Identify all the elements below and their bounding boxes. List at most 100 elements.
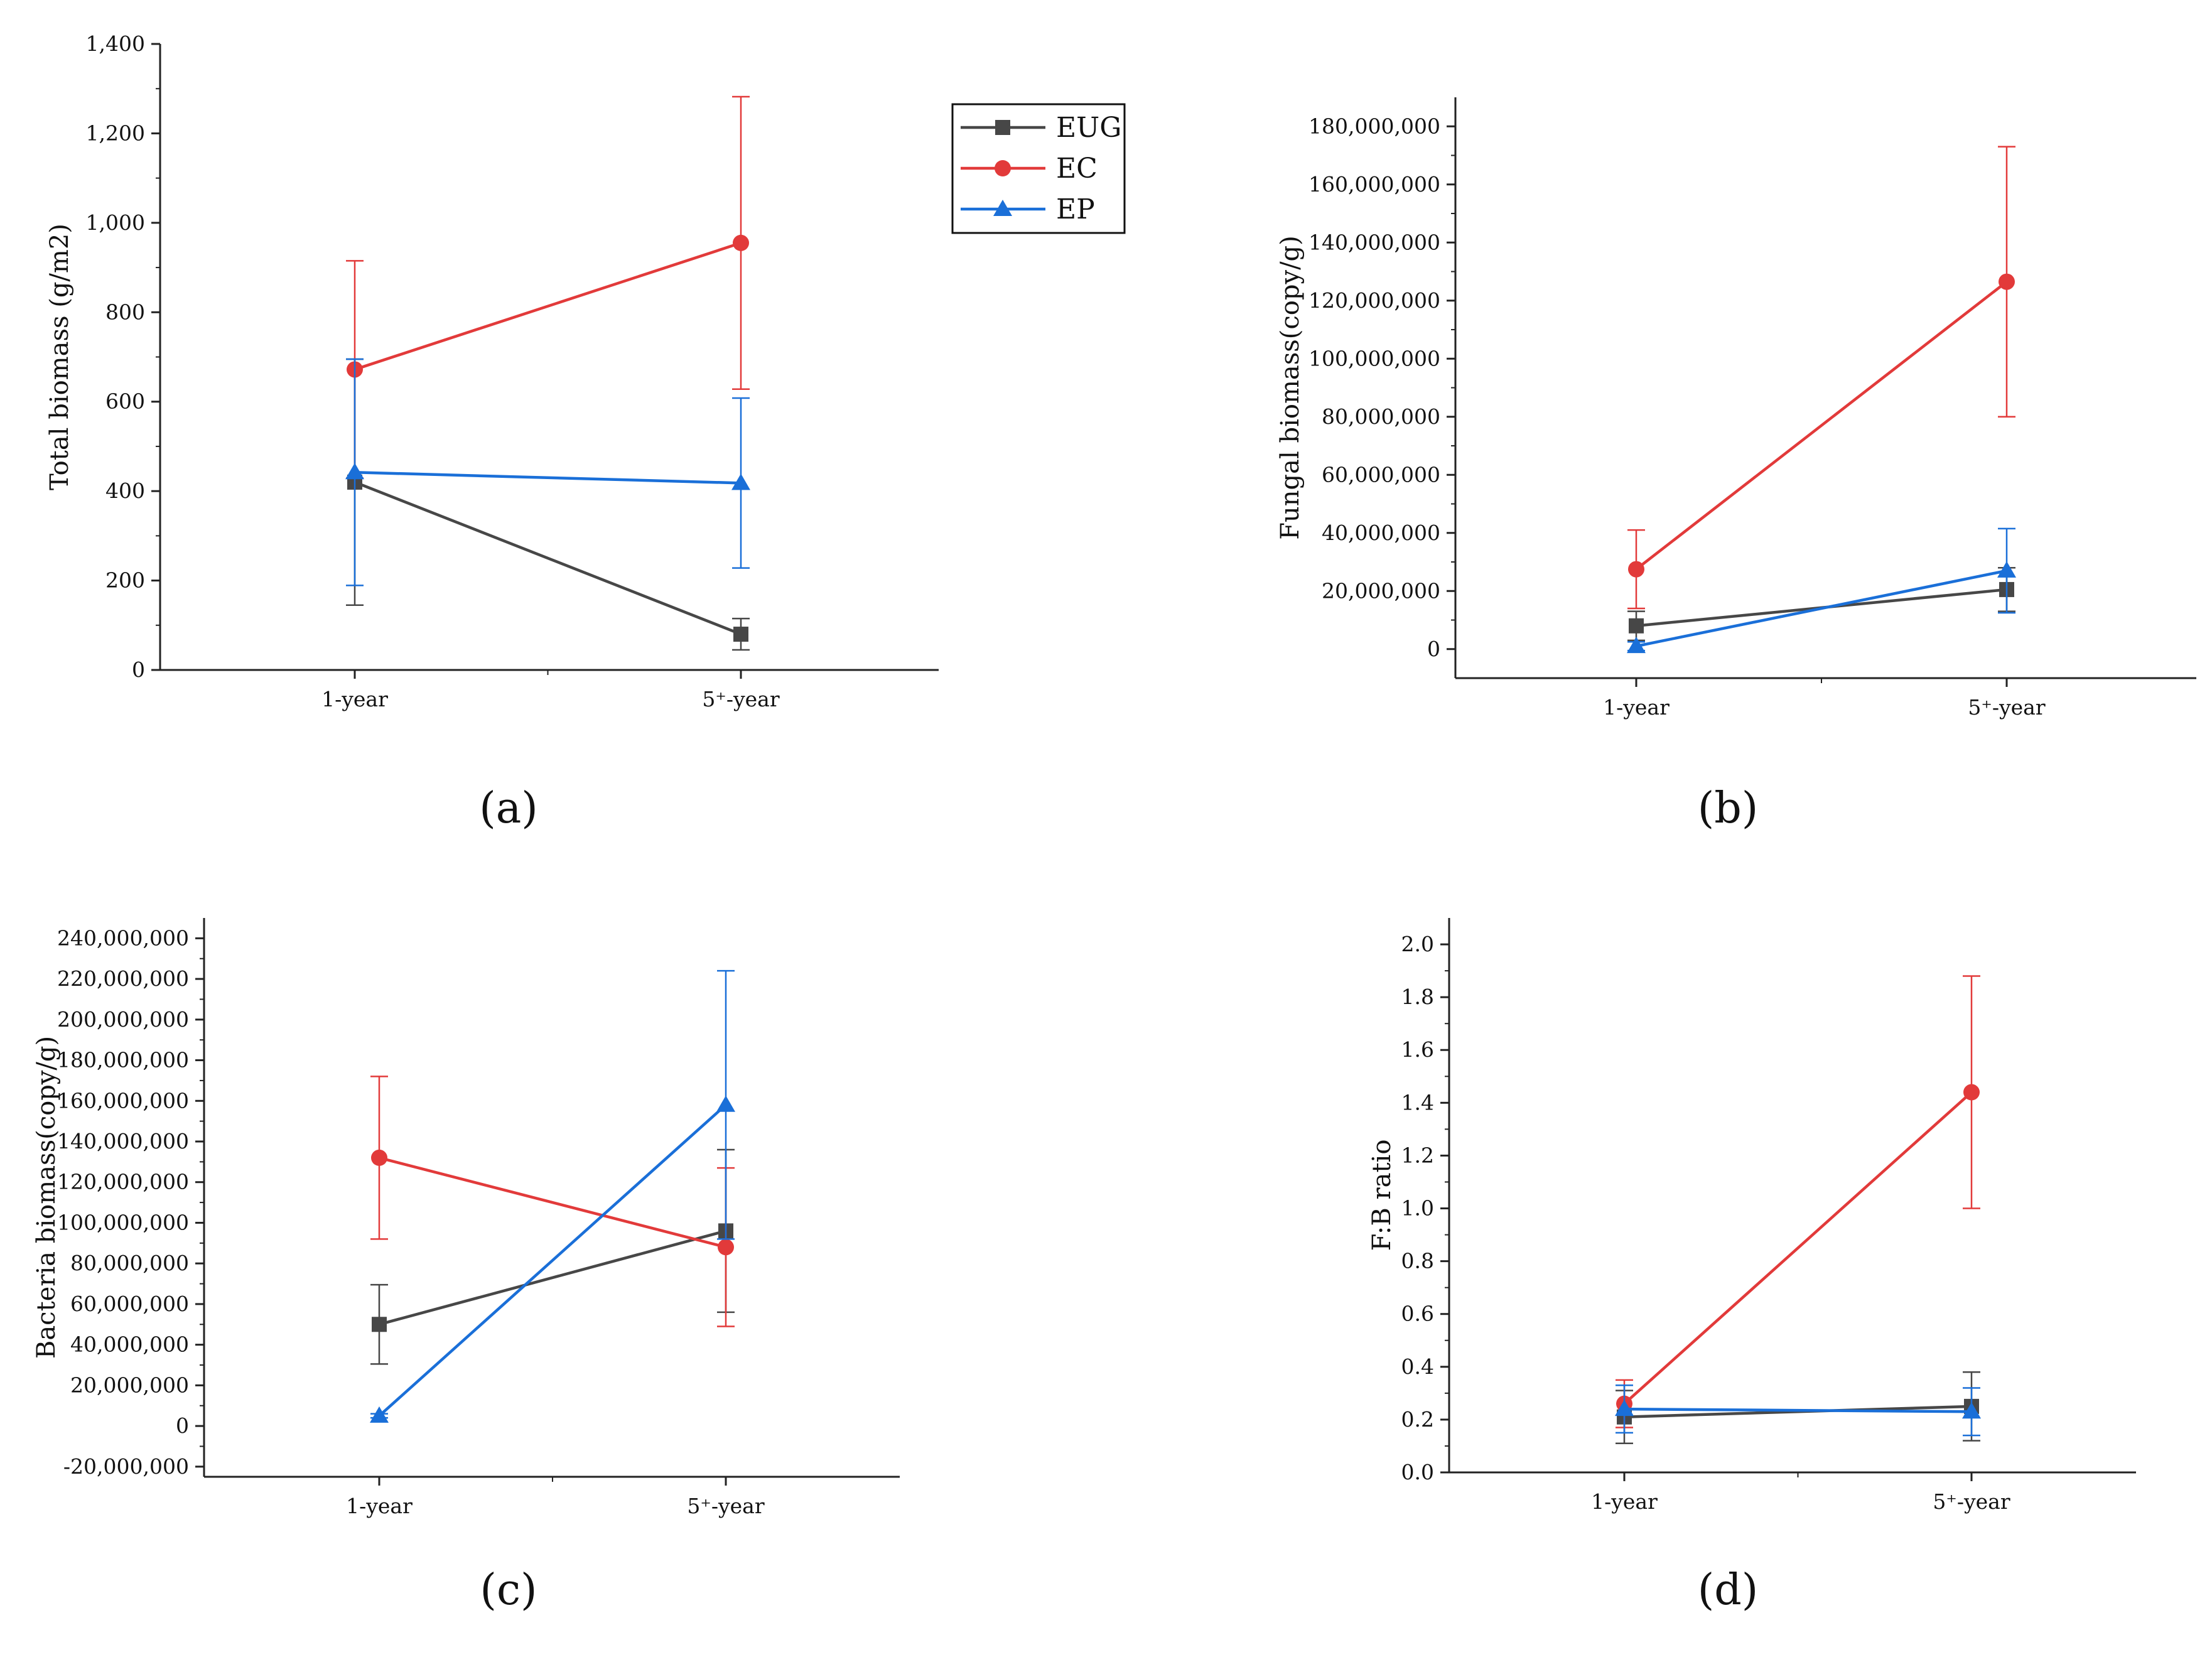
- series-line: [354, 470, 742, 485]
- y-tick-label: 120,000,000: [1308, 288, 1440, 313]
- y-tick-label: 160,000,000: [57, 1088, 189, 1113]
- series-EC: [1616, 975, 1980, 1428]
- series-line: [1635, 280, 2008, 571]
- data-point-EP: [731, 473, 750, 490]
- panel-label: (a): [479, 784, 538, 833]
- x-tick-label: 1-year: [1591, 1489, 1658, 1514]
- data-point-EP: [345, 463, 364, 480]
- y-tick-label: 140,000,000: [1308, 230, 1440, 254]
- y-tick-label: 240,000,000: [57, 926, 189, 950]
- y-tick-label: 0: [176, 1413, 189, 1438]
- legend-marker: [995, 120, 1010, 135]
- x-tick-label: 1-year: [321, 687, 388, 711]
- y-tick-label: 1,000: [86, 210, 145, 235]
- y-tick-label: 180,000,000: [57, 1048, 189, 1072]
- y-tick-label: 160,000,000: [1308, 172, 1440, 197]
- data-point-EC: [733, 234, 749, 251]
- x-tick-label: 5⁺-year: [702, 687, 779, 711]
- y-tick-label: 0.4: [1401, 1354, 1434, 1379]
- y-tick-label: 2.0: [1401, 932, 1434, 956]
- x-tick-label: 5⁺-year: [1933, 1489, 2010, 1514]
- data-point-EC: [1963, 1084, 1980, 1101]
- data-point-EP: [716, 1095, 735, 1112]
- panel-label: (d): [1698, 1565, 1759, 1615]
- y-tick-label: 0.0: [1401, 1460, 1434, 1484]
- y-tick-label: 40,000,000: [70, 1332, 189, 1357]
- data-point-EUG: [733, 627, 748, 642]
- y-tick-label: 200: [105, 568, 145, 593]
- data-point-EP: [1962, 1402, 1981, 1419]
- y-tick-label: 80,000,000: [70, 1251, 189, 1275]
- data-point-EP: [370, 1406, 389, 1423]
- series-EUG: [346, 358, 750, 651]
- x-tick-label: 1-year: [346, 1494, 413, 1518]
- series-EUG: [1627, 567, 2015, 642]
- series-line: [1623, 1091, 1973, 1405]
- chart-panel-4: 0.0 0.2 0.4 0.6 0.8 1.0 1.2 1.4 1.6 1.8 2.0 1-year 5…: [1368, 918, 2136, 1615]
- series-line: [1636, 569, 2007, 648]
- series-EC: [370, 1076, 735, 1327]
- y-tick-label: 60,000,000: [70, 1292, 189, 1316]
- data-point-EP: [1615, 1400, 1634, 1417]
- y-tick-label: 1,200: [86, 121, 145, 145]
- y-tick-label: 220,000,000: [57, 966, 189, 991]
- y-tick-label: 0: [1427, 637, 1440, 661]
- series-EP: [1615, 1384, 1981, 1437]
- y-tick-label: 0.8: [1401, 1249, 1434, 1273]
- y-tick-label: 1.4: [1401, 1090, 1434, 1115]
- y-tick-label: 180,000,000: [1308, 114, 1440, 138]
- chart-panel-2: 0 20,000,000 40,000,000 60,000,000 80,000,00…: [1276, 97, 2196, 833]
- y-tick-label: -20,000,000: [63, 1454, 189, 1479]
- series-EC: [1627, 146, 2015, 610]
- panel-label: (c): [480, 1565, 537, 1615]
- y-tick-label: 100,000,000: [1308, 346, 1440, 370]
- legend-item-EUG: EUG: [961, 112, 1121, 144]
- series-EP: [345, 358, 750, 586]
- panel-label: (b): [1698, 784, 1759, 833]
- y-tick-label: 20,000,000: [70, 1373, 189, 1397]
- data-point-EC: [371, 1149, 387, 1166]
- y-tick-label: 0.2: [1401, 1407, 1434, 1432]
- y-axis-title: Total biomass (g/m2): [45, 224, 74, 490]
- y-tick-label: 400: [105, 478, 145, 503]
- y-tick-label: 40,000,000: [1322, 521, 1440, 545]
- y-axis-title: Fungal biomass(copy/g): [1276, 235, 1305, 540]
- series-line: [379, 1229, 726, 1326]
- series-line: [354, 241, 742, 371]
- y-tick-label: 1,400: [86, 31, 145, 56]
- y-tick-label: 1.8: [1401, 985, 1434, 1009]
- series-EP: [1627, 527, 2016, 654]
- data-point-EUG: [1629, 618, 1644, 634]
- y-tick-label: 1.2: [1401, 1143, 1434, 1167]
- y-tick-label: 140,000,000: [57, 1129, 189, 1153]
- series-EUG: [370, 1148, 735, 1365]
- y-tick-label: 200,000,000: [57, 1007, 189, 1032]
- series-line: [1624, 1407, 1972, 1413]
- x-tick-label: 1-year: [1603, 695, 1670, 720]
- data-point-EP: [1997, 561, 2016, 578]
- y-axis-title: Bacteria biomass(copy/g): [32, 1036, 61, 1359]
- y-tick-label: 1.0: [1401, 1196, 1434, 1221]
- y-tick-label: 80,000,000: [1322, 404, 1440, 429]
- series-EC: [346, 95, 750, 479]
- series-line: [378, 1104, 727, 1417]
- y-tick-label: 100,000,000: [57, 1210, 189, 1234]
- y-tick-label: 800: [105, 300, 145, 324]
- series-line: [379, 1156, 726, 1249]
- chart-panel-1: 0 200 400 600 800 1,000 1,200 1,400 1-year 5⁺-yea…: [45, 31, 939, 833]
- data-point-EC: [1628, 561, 1644, 578]
- data-point-EP: [1627, 637, 1646, 654]
- legend-label: EC: [1056, 153, 1098, 185]
- data-point-EC: [1999, 273, 2015, 290]
- y-tick-label: 1.6: [1401, 1037, 1434, 1062]
- legend-item-EP: EP: [961, 193, 1095, 225]
- x-tick-label: 5⁺-year: [1968, 695, 2045, 720]
- legend: EUG EC EP: [951, 103, 1126, 234]
- legend-label: EUG: [1056, 112, 1121, 144]
- y-tick-label: 0: [132, 657, 145, 682]
- series-line: [354, 480, 742, 636]
- y-tick-label: 120,000,000: [57, 1170, 189, 1194]
- data-point-EUG: [372, 1317, 387, 1332]
- y-tick-label: 60,000,000: [1322, 462, 1440, 487]
